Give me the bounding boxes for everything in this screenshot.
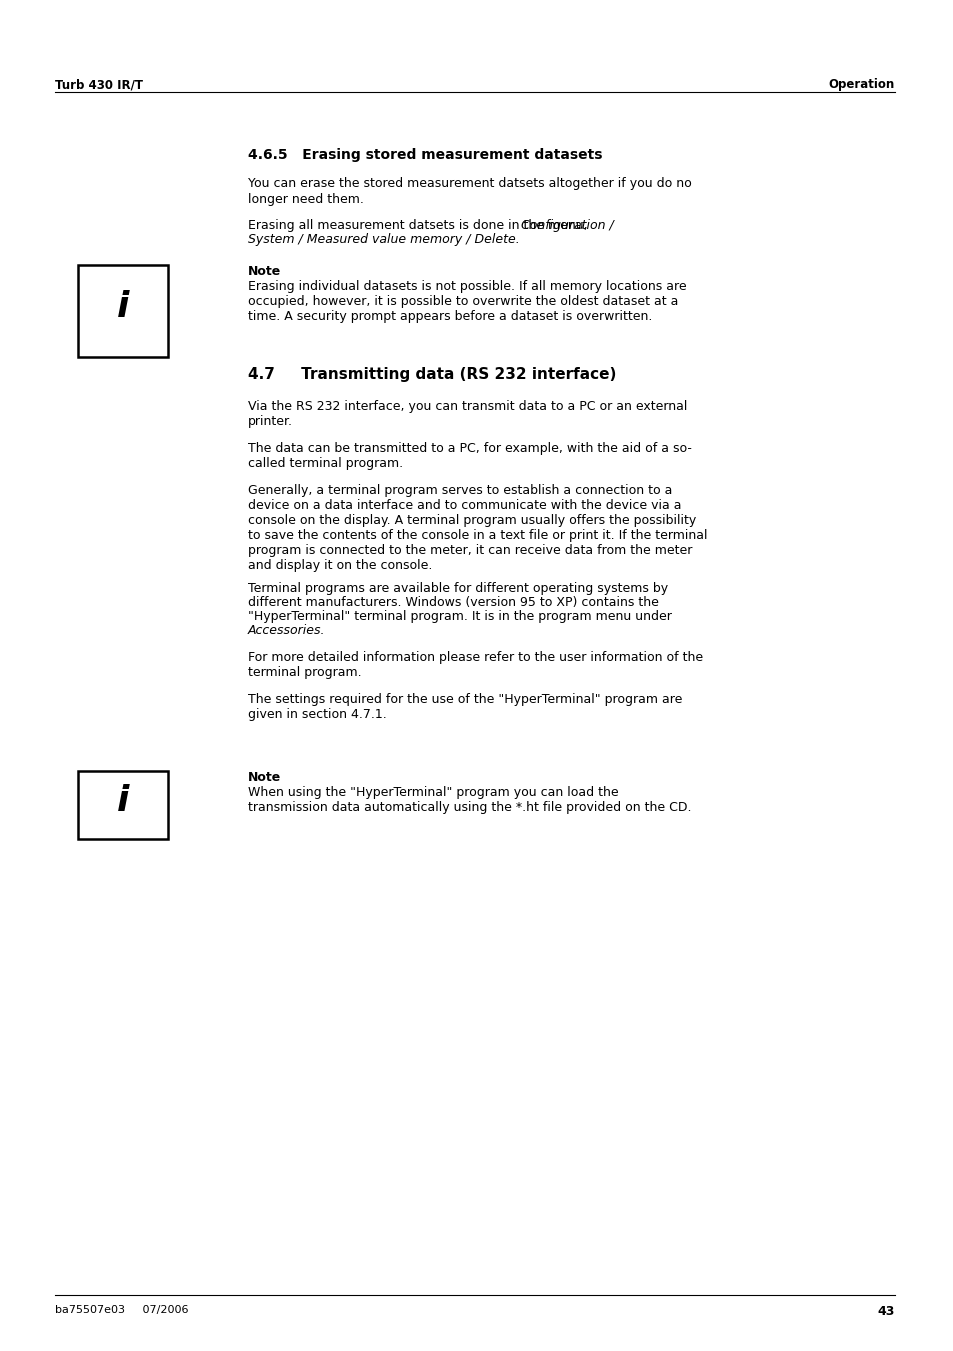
Text: Terminal programs are available for different operating systems by: Terminal programs are available for diff…: [248, 582, 667, 594]
Text: ba75507e03     07/2006: ba75507e03 07/2006: [55, 1305, 189, 1315]
Text: Via the RS 232 interface, you can transmit data to a PC or an external
printer.: Via the RS 232 interface, you can transm…: [248, 400, 687, 428]
Text: Turb 430 IR/T: Turb 430 IR/T: [55, 78, 143, 91]
Text: The data can be transmitted to a PC, for example, with the aid of a so-
called t: The data can be transmitted to a PC, for…: [248, 442, 691, 470]
Text: Operation: Operation: [828, 78, 894, 91]
Text: You can erase the stored measurement datsets altogether if you do no
longer need: You can erase the stored measurement dat…: [248, 177, 691, 205]
Text: i: i: [116, 784, 129, 819]
Text: i: i: [116, 290, 129, 324]
Text: 4.7     Transmitting data (RS 232 interface): 4.7 Transmitting data (RS 232 interface): [248, 367, 616, 382]
Text: different manufacturers. Windows (version 95 to XP) contains the: different manufacturers. Windows (versio…: [248, 596, 659, 608]
Text: Configuration /: Configuration /: [520, 219, 613, 232]
Text: Accessories.: Accessories.: [248, 624, 325, 636]
Text: Erasing individual datasets is not possible. If all memory locations are
occupie: Erasing individual datasets is not possi…: [248, 280, 686, 323]
Text: Note: Note: [248, 771, 281, 784]
Text: When using the "HyperTerminal" program you can load the
transmission data automa: When using the "HyperTerminal" program y…: [248, 786, 691, 815]
Text: For more detailed information please refer to the user information of the
termin: For more detailed information please ref…: [248, 651, 702, 680]
Text: Note: Note: [248, 265, 281, 278]
Text: 4.6.5   Erasing stored measurement datasets: 4.6.5 Erasing stored measurement dataset…: [248, 149, 602, 162]
Text: 43: 43: [877, 1305, 894, 1319]
Text: Generally, a terminal program serves to establish a connection to a
device on a : Generally, a terminal program serves to …: [248, 484, 707, 571]
Text: System / Measured value memory / Delete.: System / Measured value memory / Delete.: [248, 234, 519, 246]
Text: "HyperTerminal" terminal program. It is in the program menu under: "HyperTerminal" terminal program. It is …: [248, 609, 671, 623]
Text: Erasing all measurement datsets is done in the menu,: Erasing all measurement datsets is done …: [248, 219, 591, 232]
Text: The settings required for the use of the "HyperTerminal" program are
given in se: The settings required for the use of the…: [248, 693, 681, 721]
